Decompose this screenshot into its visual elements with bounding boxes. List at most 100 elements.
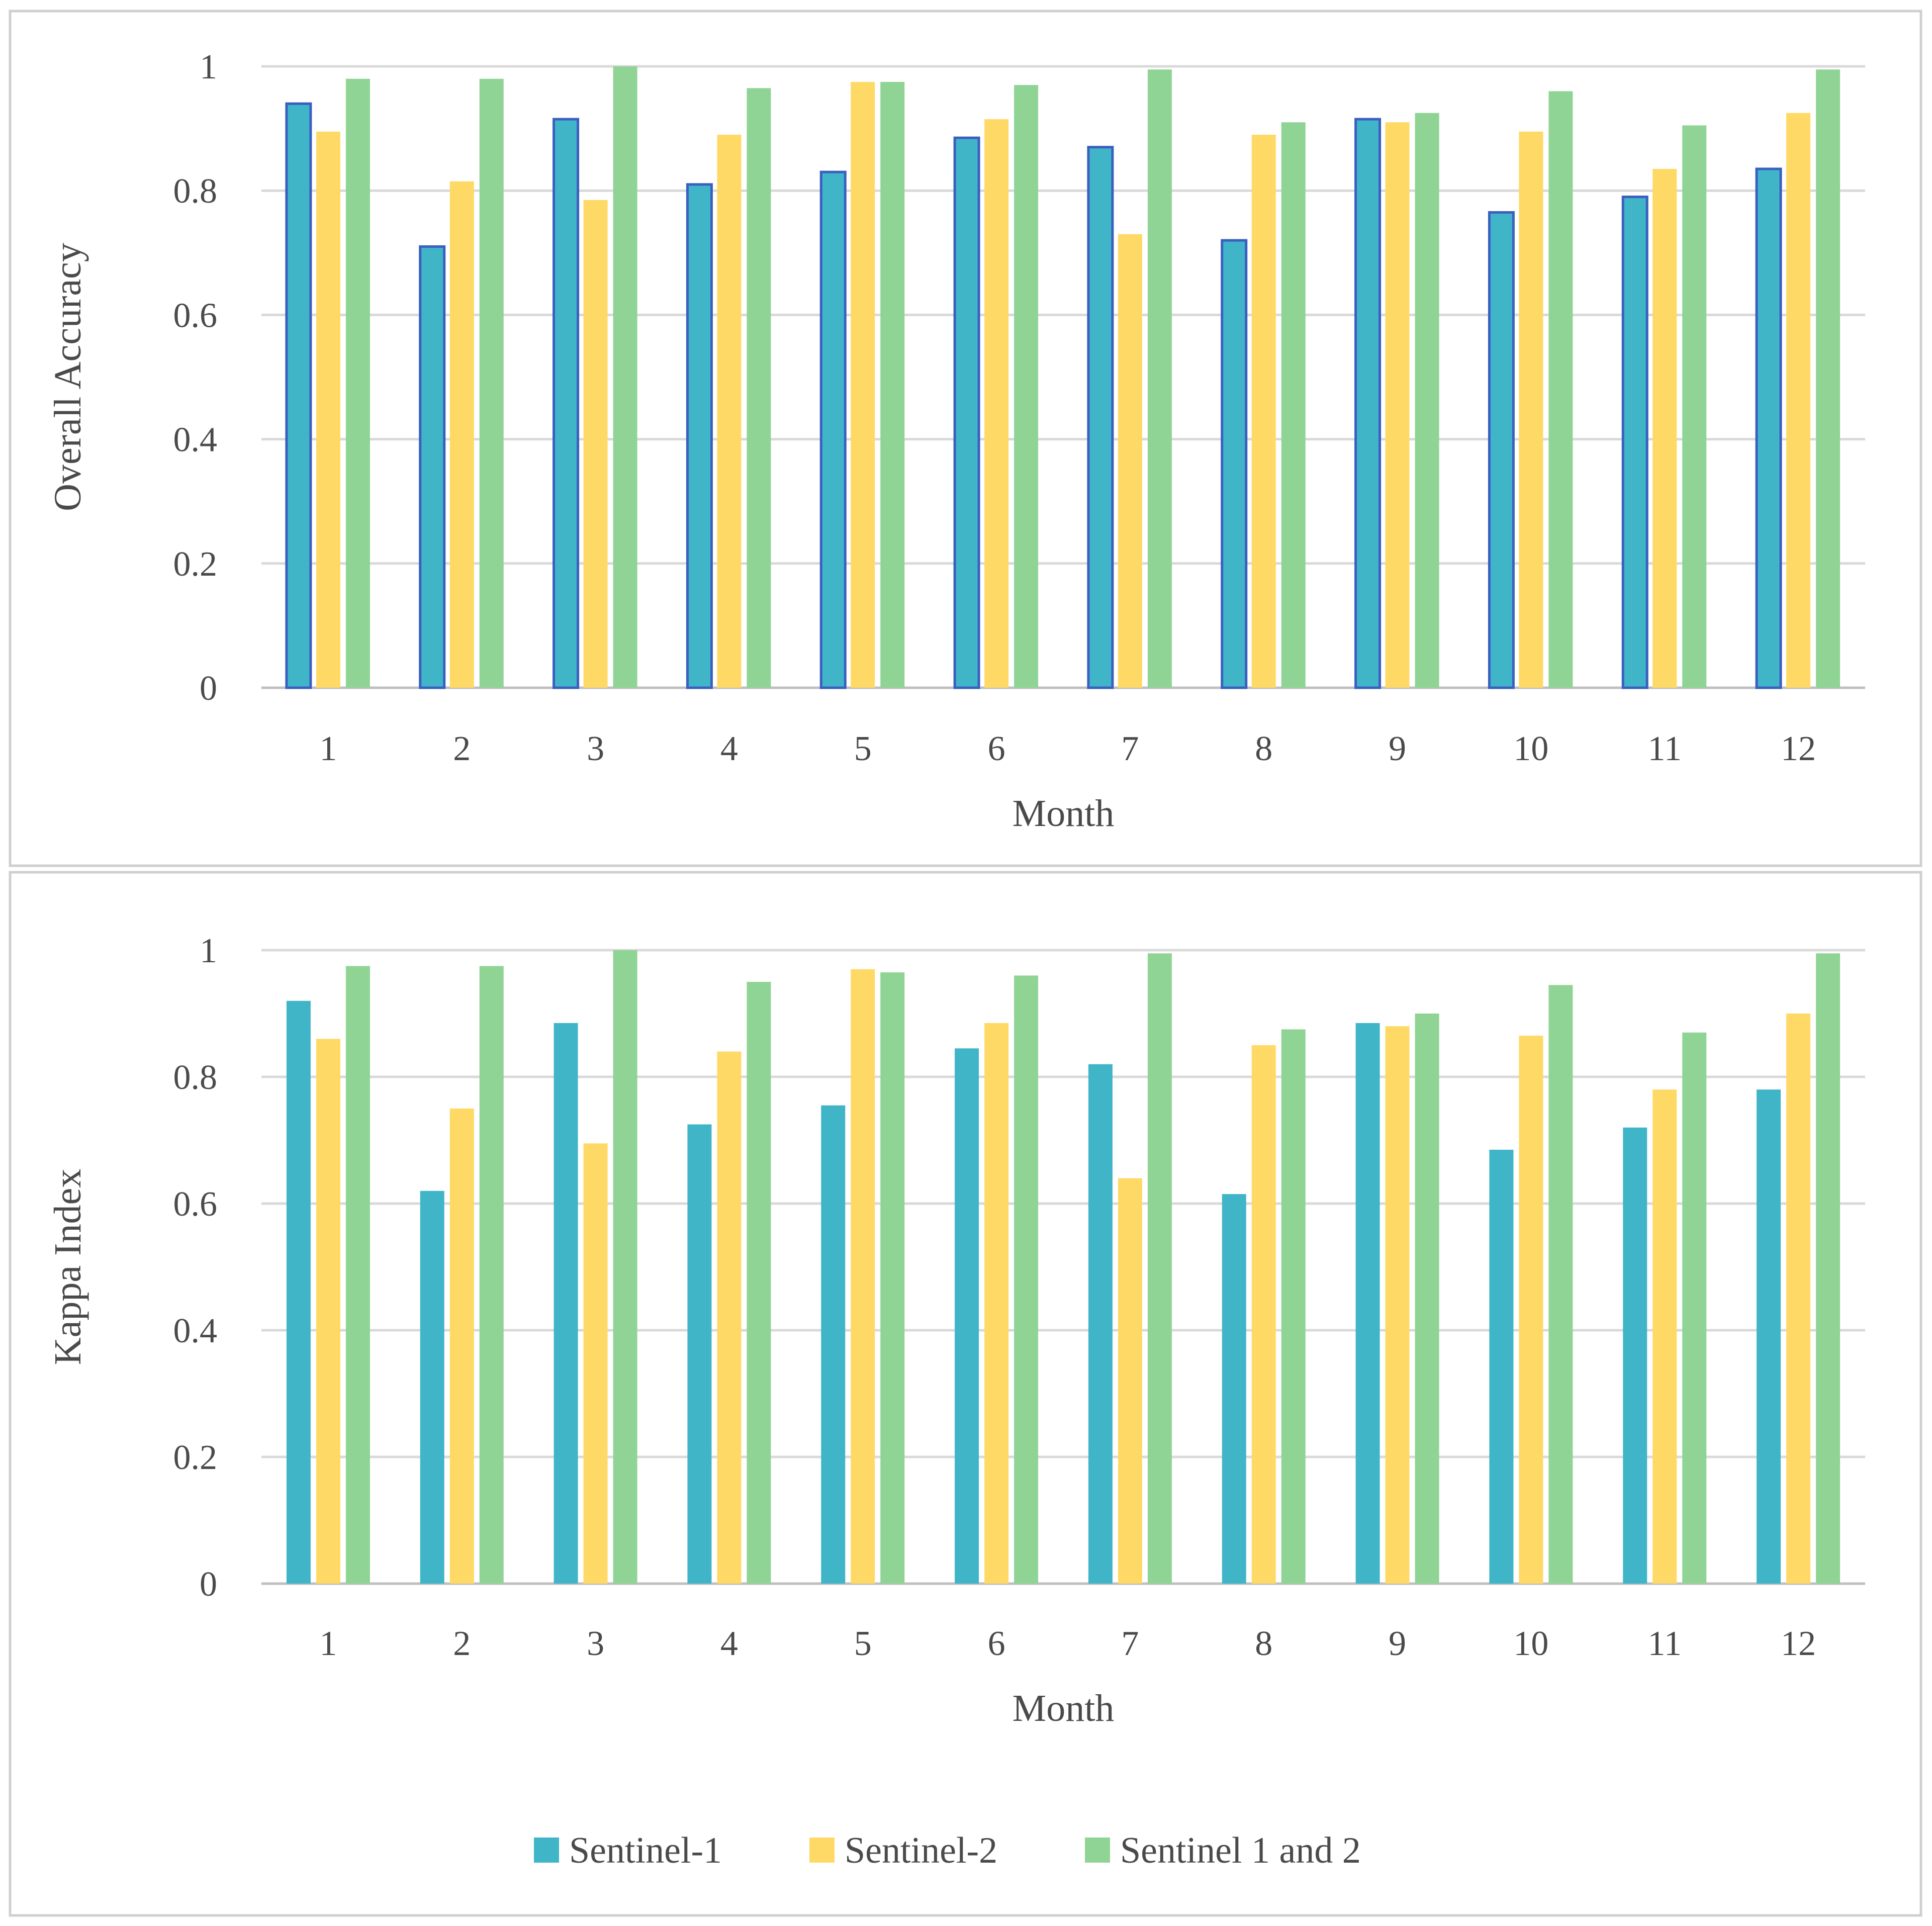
legend-label-sentinel-1: Sentinel-1 (569, 1830, 722, 1871)
bar-sentinel-1-month-12 (1755, 167, 1782, 689)
bar-sentinel-1-and-2-month-10 (1548, 91, 1573, 688)
bar-sentinel-1-month-1 (286, 1000, 311, 1584)
bar-sentinel-1-month-6 (955, 1048, 979, 1584)
y-tick-label: 0.4 (173, 421, 218, 460)
bar-sentinel-1-month-9 (1355, 1023, 1380, 1584)
bar-sentinel-1-and-2-month-2 (479, 966, 504, 1584)
y-tick-label: 0 (200, 1565, 217, 1604)
x-tick-label: 9 (1389, 729, 1406, 768)
x-tick-label: 4 (720, 729, 738, 768)
bar-sentinel-2-month-9 (1385, 122, 1410, 688)
bar-sentinel-2-month-1 (316, 131, 340, 688)
bar-sentinel-1-and-2-month-6 (1014, 85, 1039, 688)
bar-sentinel-2-month-4 (717, 134, 742, 688)
y-tick-label: 0.8 (173, 172, 218, 211)
bar-sentinel-1-and-2-month-5 (880, 972, 905, 1584)
bar-sentinel-1-month-4 (686, 183, 713, 689)
bar-sentinel-1-month-6 (953, 136, 980, 689)
bar-sentinel-1-month-11 (1623, 1127, 1647, 1584)
bar-sentinel-1-month-8 (1221, 239, 1248, 689)
bar-sentinel-1-and-2-month-10 (1548, 985, 1573, 1584)
y-tick-label: 0.2 (173, 545, 218, 584)
bar-sentinel-1-month-5 (819, 170, 847, 689)
bar-sentinel-2-month-8 (1251, 1045, 1276, 1584)
bar-sentinel-2-month-7 (1118, 234, 1142, 688)
bar-sentinel-2-month-10 (1519, 1036, 1543, 1584)
x-tick-label: 7 (1121, 1624, 1139, 1663)
bar-sentinel-2-month-3 (583, 1143, 608, 1584)
bar-sentinel-2-month-11 (1652, 1089, 1677, 1584)
x-tick-label: 12 (1781, 1624, 1816, 1663)
bar-sentinel-1-and-2-month-12 (1816, 69, 1841, 688)
bar-sentinel-2-month-7 (1118, 1178, 1142, 1584)
bar-sentinel-2-month-10 (1519, 131, 1543, 688)
bar-sentinel-1-month-1 (285, 102, 312, 689)
x-tick-label: 12 (1781, 729, 1816, 768)
x-tick-label: 10 (1513, 1624, 1548, 1663)
bar-sentinel-1-and-2-month-8 (1281, 1029, 1306, 1584)
bar-sentinel-2-month-6 (984, 119, 1009, 688)
bar-sentinel-1-month-9 (1354, 118, 1382, 689)
bar-sentinel-1-month-12 (1757, 1089, 1781, 1584)
legend-swatch-sentinel-1-and-2 (1085, 1838, 1110, 1863)
bar-sentinel-2-month-9 (1385, 1026, 1410, 1584)
x-tick-label: 8 (1255, 729, 1272, 768)
panel-frame-accuracy (9, 10, 1922, 867)
bar-sentinel-2-month-5 (851, 969, 875, 1584)
panel-frame-kappa (9, 871, 1922, 1917)
x-tick-label: 6 (988, 1624, 1005, 1663)
kappa-index-chart: 00.20.40.60.811 2 3 4 5 6 7 8 9 10 11 12MonthKappa … (47, 932, 1865, 1729)
bar-sentinel-1-month-3 (553, 118, 580, 689)
bar-sentinel-1-and-2-month-12 (1816, 953, 1841, 1584)
x-axis-title: Month (1013, 1687, 1115, 1729)
bar-sentinel-1-month-11 (1621, 196, 1648, 689)
x-tick-label: 1 (319, 1624, 337, 1663)
x-tick-label: 11 (1648, 729, 1682, 768)
y-tick-label: 1 (200, 48, 217, 86)
bar-sentinel-2-month-5 (851, 81, 875, 688)
bar-sentinel-1-and-2-month-11 (1682, 1032, 1707, 1584)
bar-sentinel-1-and-2-month-6 (1014, 975, 1039, 1584)
y-tick-label: 0 (200, 669, 217, 708)
bar-sentinel-2-month-12 (1786, 1014, 1811, 1584)
bar-sentinel-1-and-2-month-1 (345, 78, 370, 688)
legend-swatch-sentinel-2 (809, 1838, 835, 1863)
bar-sentinel-1-month-7 (1087, 146, 1114, 689)
bar-sentinel-1-and-2-month-9 (1415, 1014, 1439, 1584)
x-tick-label: 3 (587, 729, 604, 768)
y-tick-label: 0.4 (173, 1312, 218, 1350)
bar-sentinel-1-and-2-month-5 (880, 81, 905, 688)
bar-sentinel-1-month-4 (687, 1124, 712, 1584)
y-tick-label: 0.6 (173, 1185, 218, 1224)
y-tick-label: 0.2 (173, 1438, 218, 1477)
bar-sentinel-1-month-10 (1489, 1149, 1514, 1584)
y-tick-label: 1 (200, 932, 217, 970)
bar-sentinel-1-month-3 (554, 1023, 578, 1584)
legend-label-sentinel-1-and-2: Sentinel 1 and 2 (1120, 1830, 1361, 1871)
overall-accuracy-chart: 00.20.40.60.811 2 3 4 5 6 7 8 9 10 11 12MonthOveral… (47, 48, 1865, 835)
bar-sentinel-1-and-2-month-7 (1147, 69, 1172, 688)
y-axis-title: Kappa Index (47, 1169, 89, 1365)
x-tick-label: 8 (1255, 1624, 1272, 1663)
x-tick-label: 2 (453, 729, 471, 768)
bar-sentinel-2-month-8 (1251, 134, 1276, 688)
bar-sentinel-1-and-2-month-4 (747, 982, 771, 1584)
x-tick-label: 10 (1513, 729, 1548, 768)
x-tick-label: 1 (319, 729, 337, 768)
x-tick-label: 3 (587, 1624, 604, 1663)
bar-sentinel-2-month-1 (316, 1039, 340, 1584)
bar-sentinel-1-month-2 (420, 1190, 444, 1584)
x-tick-label: 9 (1389, 1624, 1406, 1663)
bar-sentinel-1-and-2-month-1 (345, 966, 370, 1584)
legend-label-sentinel-2: Sentinel-2 (845, 1830, 997, 1871)
bar-sentinel-1-month-7 (1088, 1064, 1113, 1584)
x-axis-title: Month (1013, 792, 1115, 835)
bar-sentinel-2-month-11 (1652, 168, 1677, 688)
bar-sentinel-2-month-4 (717, 1051, 742, 1584)
bar-sentinel-2-month-2 (449, 1109, 474, 1584)
bar-sentinel-1-month-8 (1222, 1194, 1246, 1584)
y-axis-title: Overall Accuracy (47, 243, 89, 511)
x-tick-label: 2 (453, 1624, 471, 1663)
bar-sentinel-1-and-2-month-7 (1147, 953, 1172, 1584)
x-tick-label: 5 (854, 729, 872, 768)
